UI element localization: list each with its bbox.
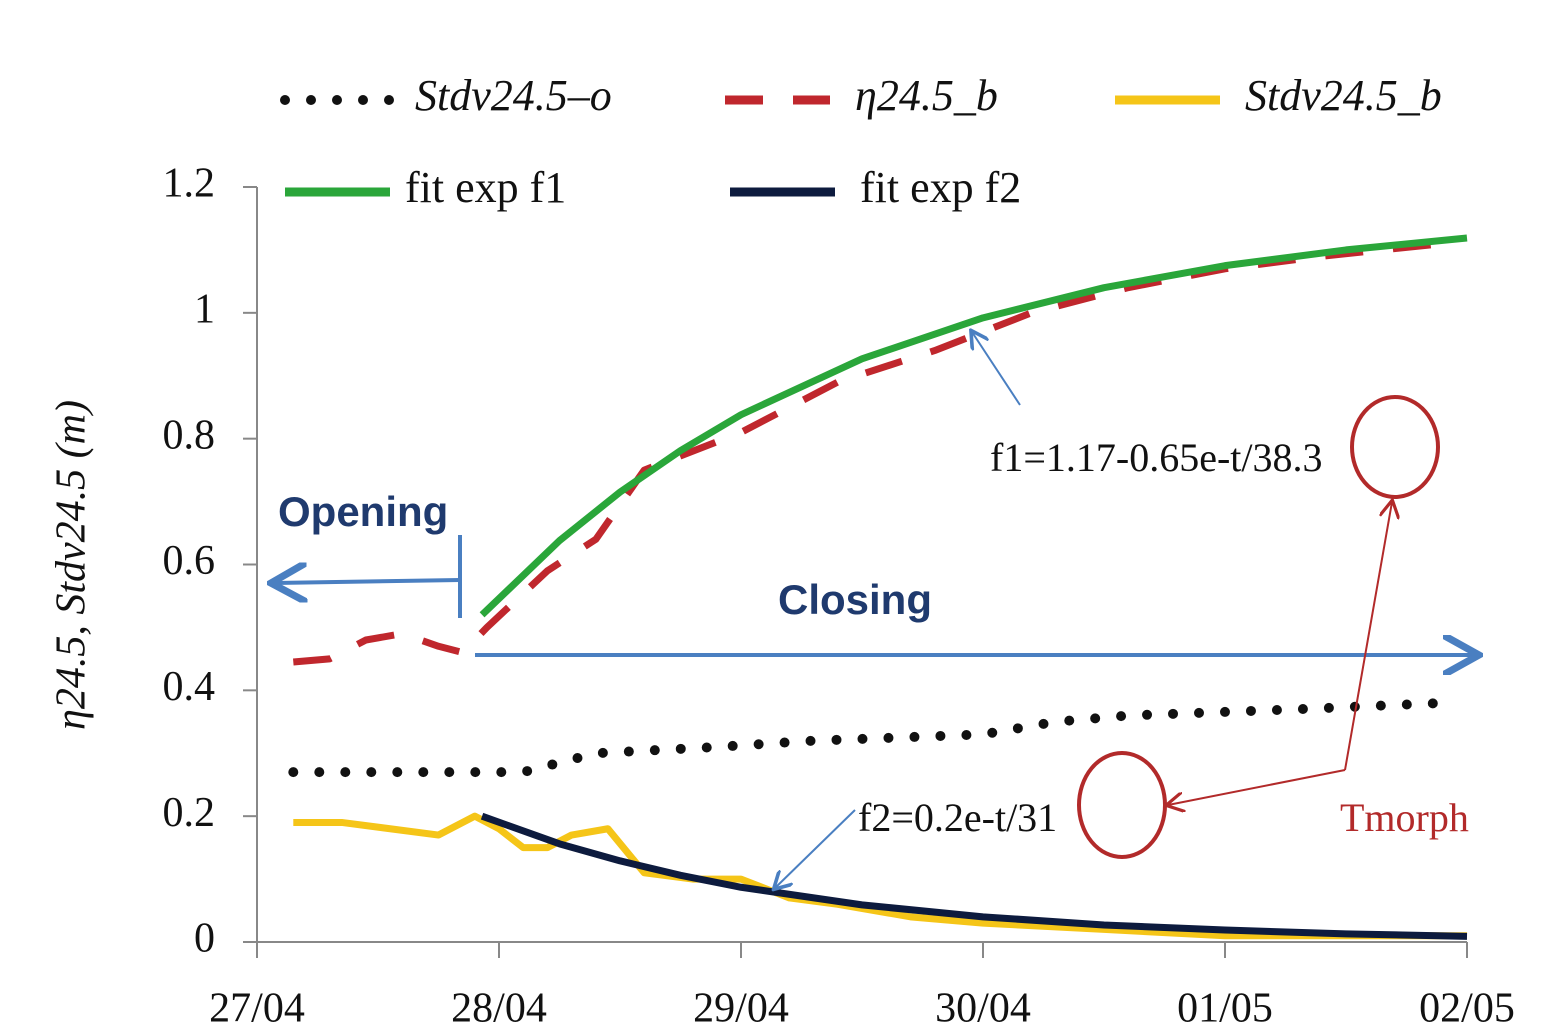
y-tick-label: 0.6 xyxy=(163,538,216,584)
circle xyxy=(1077,751,1167,859)
x-tick-label: 01/05 xyxy=(1177,986,1273,1032)
y-tick-label: 0.4 xyxy=(163,664,216,710)
annotation: Opening xyxy=(278,488,448,535)
x-tick-label: 28/04 xyxy=(451,986,547,1032)
circle xyxy=(1350,395,1440,499)
opening-arrow xyxy=(275,580,461,583)
annotation: Tmorph xyxy=(1340,795,1469,840)
y-tick-label: 0.8 xyxy=(163,412,216,458)
annotation: f2=0.2e-t/31 xyxy=(858,795,1057,840)
x-tick-label: 30/04 xyxy=(935,986,1031,1032)
tmorph-pointer xyxy=(1168,769,1346,805)
x-tick-label: 29/04 xyxy=(693,986,789,1032)
f1-pointer xyxy=(972,332,1021,406)
series-line xyxy=(292,240,1444,666)
legend-label: Stdv24.5_b xyxy=(1245,71,1442,120)
f2-pointer xyxy=(775,809,856,888)
annotation: Closing xyxy=(778,576,932,623)
series-line xyxy=(288,697,1448,778)
y-tick-label: 1 xyxy=(194,286,215,332)
legend-label: fit exp f2 xyxy=(860,163,1021,212)
y-axis-label: η24.5, Stdv24.5 (m) xyxy=(49,400,95,730)
x-tick-label: 02/05 xyxy=(1419,986,1515,1032)
legend-label: η24.5_b xyxy=(855,71,998,120)
series-line xyxy=(480,812,1468,940)
legend-label: fit exp f1 xyxy=(405,163,566,212)
tmorph-pointer xyxy=(1344,502,1392,771)
series-line xyxy=(293,812,1467,940)
legend-label: Stdv24.5–o xyxy=(415,71,612,120)
series-line xyxy=(479,234,1468,618)
annotation: f1=1.17-0.65e-t/38.3 xyxy=(990,435,1323,480)
y-tick-label: 1.2 xyxy=(163,161,216,207)
y-tick-label: 0 xyxy=(194,916,215,962)
y-tick-label: 0.2 xyxy=(163,790,216,836)
x-tick-label: 27/04 xyxy=(209,986,305,1032)
